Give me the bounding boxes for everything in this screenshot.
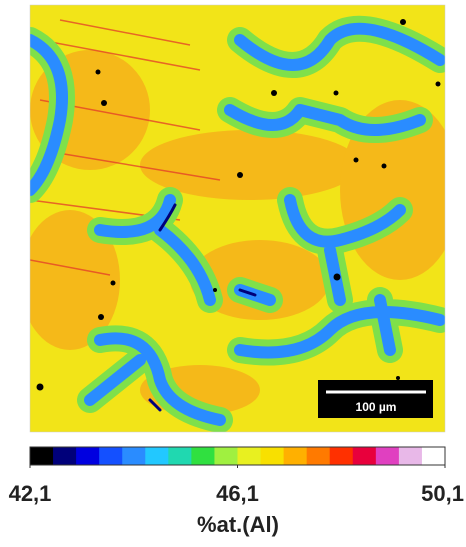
colorbar-segment xyxy=(237,447,262,465)
colorbar-segment xyxy=(214,447,238,465)
colorbar-segment xyxy=(145,447,169,465)
colorbar-segment xyxy=(76,447,100,465)
tick-label: 50,1 xyxy=(421,481,464,506)
colorbar-segment xyxy=(375,447,400,465)
scale-bar: 100 µm xyxy=(318,380,433,418)
tick-label: 46,1 xyxy=(216,481,259,506)
colorbar-segment xyxy=(122,447,146,465)
colorbar-label: %at.(Al) xyxy=(197,512,279,537)
colorbar-segment xyxy=(260,447,285,465)
colorbar-segment xyxy=(191,447,215,465)
colorbar-segment xyxy=(352,447,377,465)
colorbar xyxy=(30,447,446,465)
colorbar-segment xyxy=(421,447,446,465)
colorbar-segment xyxy=(283,447,308,465)
tick-label: 42,1 xyxy=(9,481,52,506)
colorbar-segment xyxy=(398,447,423,465)
colorbar-segment xyxy=(306,447,331,465)
colorbar-segment xyxy=(99,447,123,465)
colorbar-segment xyxy=(30,447,54,465)
composition-map: 100 µm xyxy=(30,5,445,432)
colorbar-segment xyxy=(329,447,354,465)
colorbar-segment xyxy=(168,447,192,465)
scale-bar-label: 100 µm xyxy=(356,400,397,414)
colorbar-segment xyxy=(53,447,77,465)
